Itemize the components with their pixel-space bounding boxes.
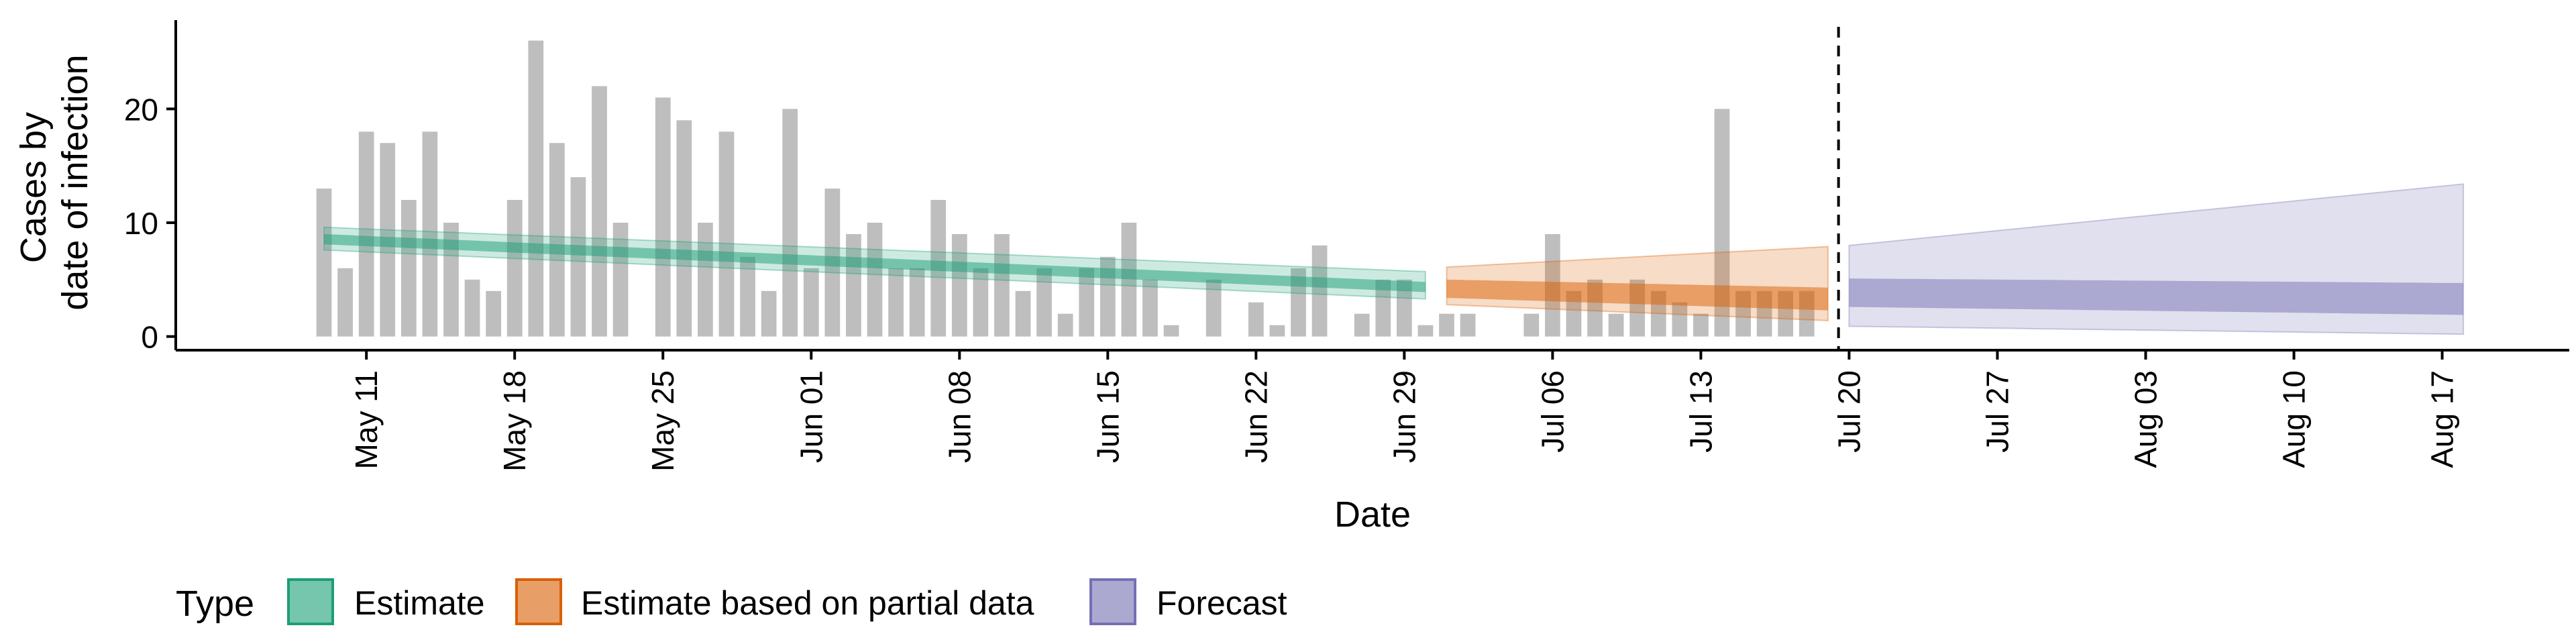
axes [174,20,2569,352]
band-inner-estimate [324,234,1426,292]
case-bar [528,40,544,337]
legend-label-estimate: Estimate [354,584,485,622]
case-bar [1693,313,1709,337]
case-bar [973,268,989,337]
case-bar [782,109,798,337]
y-tick-label: 10 [124,206,158,241]
case-bar [909,268,925,337]
case-bar [592,86,607,337]
y-ticks: 0 10 20 [124,92,176,355]
case-bar [888,268,904,337]
case-bar [1672,302,1688,337]
legend-item-estimate: Estimate [287,578,485,625]
case-bar [1163,325,1179,337]
x-tick-label: May 25 [645,370,680,472]
x-tick-label: May 11 [349,370,384,469]
case-bar [1205,279,1222,337]
x-tick-label: Aug 17 [2425,370,2460,468]
case-bar [740,256,755,337]
case-bar [1566,290,1582,337]
legend-swatch-estimate [287,578,334,625]
legend-item-forecast: Forecast [1089,578,1287,625]
case-bar [1714,109,1730,337]
legend-title: Type [176,584,254,624]
case-bar [1396,279,1412,337]
x-tick-label: Jul 06 [1535,370,1570,453]
case-bar [994,233,1010,337]
case-bar [1142,279,1158,337]
case-bar [867,222,883,337]
x-ticks: May 11 May 18 May 25 Jun 01 Jun 08 Jun 15 Jun … [349,350,2460,472]
legend: Type Estimate Estimate based on partial … [176,578,1287,625]
x-tick-label: Jul 20 [1831,370,1866,453]
case-bar [803,268,819,337]
case-bar [1121,222,1137,337]
case-bar [464,279,480,337]
case-bar [676,120,692,337]
case-bar [1079,268,1095,337]
case-bar [1057,313,1073,337]
legend-item-partial: Estimate based on partial data [515,578,1034,625]
case-bar [1015,290,1031,337]
case-bar [1036,268,1052,337]
x-tick-label: Jun 29 [1387,370,1421,463]
case-bar [1375,279,1391,337]
case-bar [506,200,523,337]
case-bar [358,131,374,337]
legend-swatch-partial [515,578,562,625]
case-bar [1608,313,1624,337]
x-tick-label: Jun 08 [942,370,977,463]
x-tick-label: Jul 13 [1683,370,1718,453]
legend-label-forecast: Forecast [1157,584,1287,622]
case-bar [1417,325,1434,337]
case-bar [1248,302,1264,337]
case-bar [486,290,501,337]
x-tick-label: Jun 15 [1090,370,1125,463]
y-axis-title-line-1: Cases by [13,112,54,263]
y-axis-title: Cases by date of infection [13,54,95,310]
case-bar [1439,313,1454,337]
case-bar [718,131,735,337]
case-bar [698,222,713,337]
x-tick-label: Aug 10 [2277,370,2312,468]
y-tick-label: 20 [124,92,158,127]
legend-label-partial: Estimate based on partial data [581,584,1034,622]
x-tick-label: Jun 01 [794,370,828,463]
case-bar [951,233,967,337]
case-bar [1311,245,1328,337]
x-tick-label: Jun 22 [1238,370,1273,463]
x-tick-label: May 18 [497,370,532,472]
case-bar [400,200,417,337]
band-inner-partial [1446,279,1828,311]
band-inner-forecast [1849,278,2464,315]
case-bar [1269,325,1285,337]
case-bar [1460,313,1476,337]
case-bar [337,268,353,337]
case-bar [1523,313,1540,337]
case-bar [443,222,459,337]
y-axis-title-line-2: date of infection [55,54,95,310]
x-tick-label: Aug 03 [2128,370,2163,468]
case-bar [316,189,332,337]
y-tick-label: 0 [141,320,158,355]
x-axis-title: Date [1334,494,1411,535]
case-bar [422,131,438,337]
case-bar [1354,313,1370,337]
x-tick-label: Jul 27 [1980,370,2015,453]
case-bar [655,97,671,337]
legend-swatch-forecast [1089,578,1136,625]
case-bar [761,290,777,337]
case-bar [570,177,586,337]
case-bar [549,143,565,337]
band-layer [323,183,2465,335]
